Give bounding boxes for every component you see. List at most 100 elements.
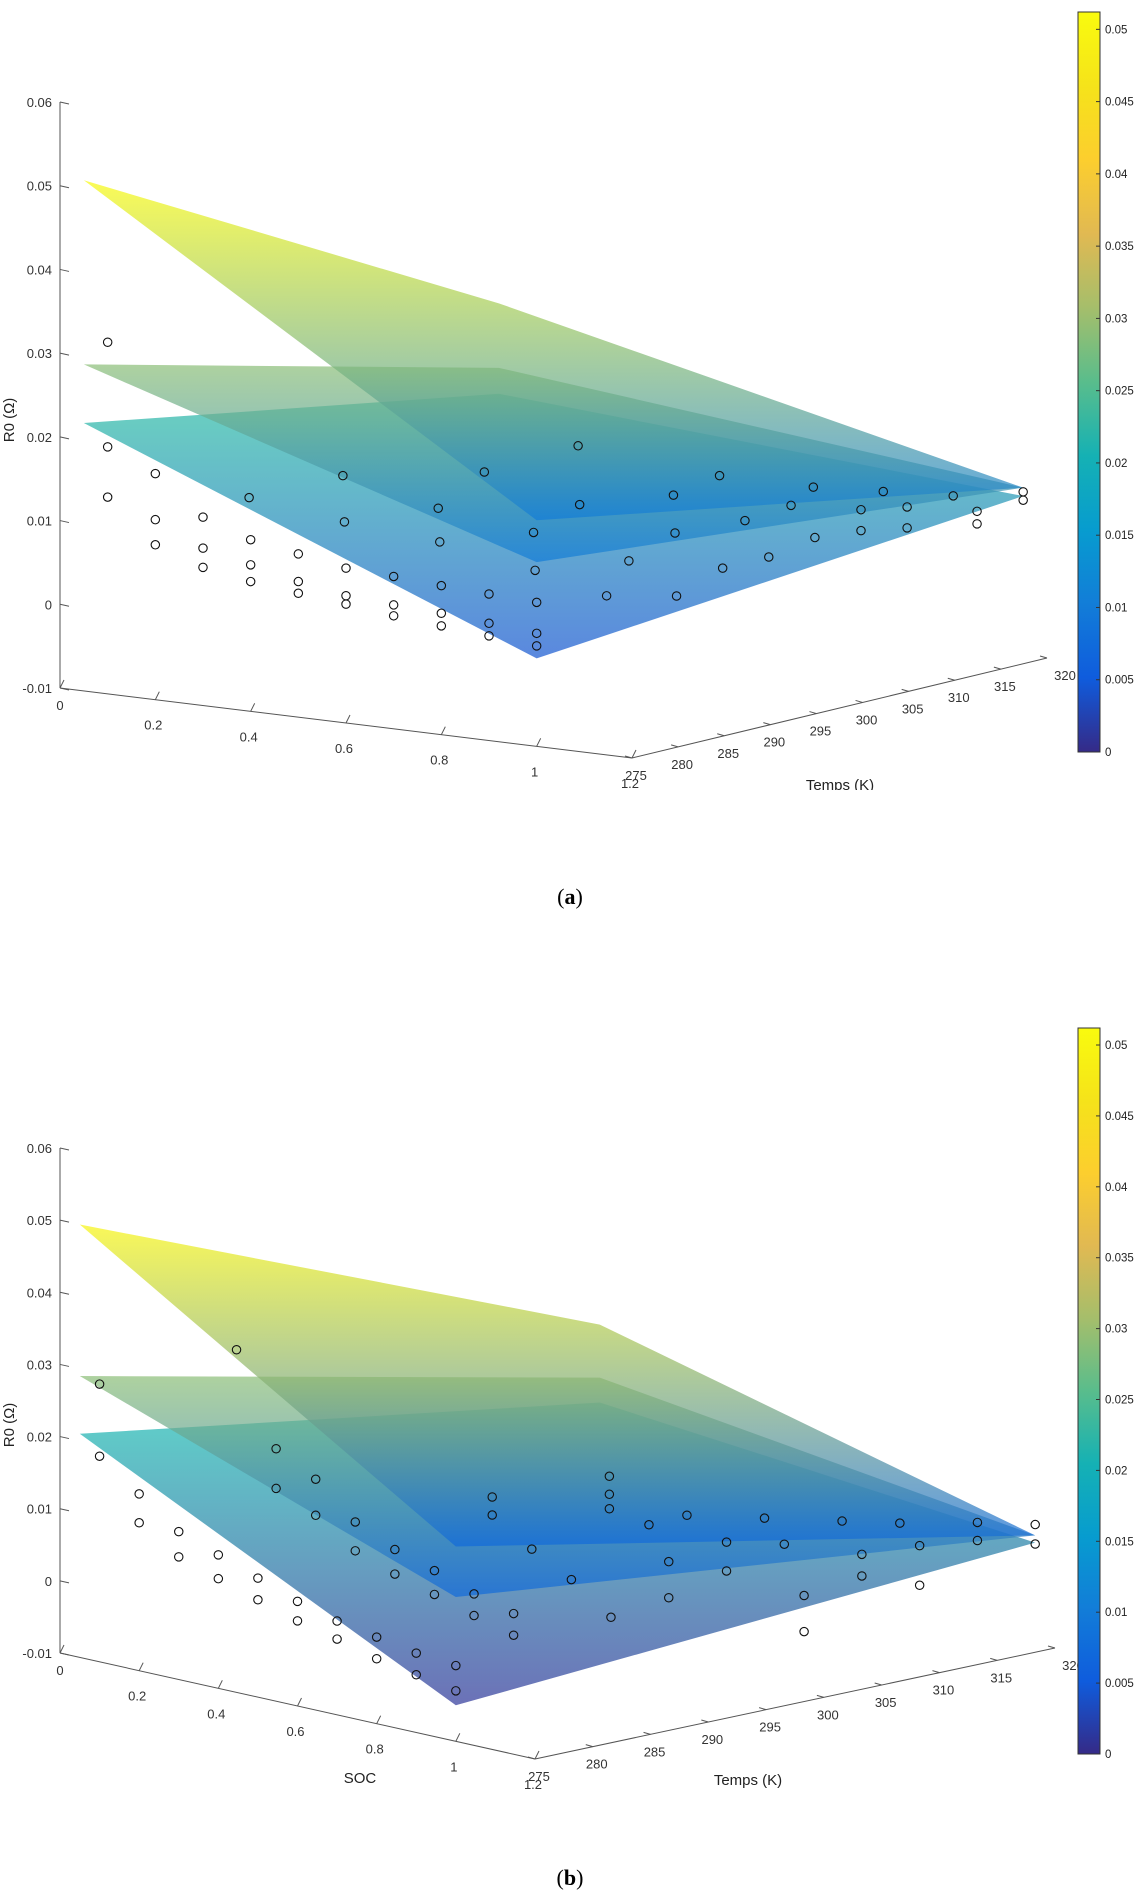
data-point	[895, 1518, 905, 1528]
soc-tick-mark	[376, 1715, 382, 1724]
soc-tick-label: 0.8	[430, 753, 448, 768]
data-point	[604, 1471, 615, 1482]
soc-tick-mark	[250, 703, 256, 712]
data-point	[484, 589, 494, 599]
soc-tick-mark	[455, 1733, 461, 1742]
temp-tick-mark	[816, 1694, 825, 1698]
soc-tick-mark	[217, 1680, 223, 1689]
data-point	[429, 1589, 440, 1600]
data-point	[134, 1489, 144, 1499]
r0-tick-label: 0.05	[27, 1213, 52, 1228]
data-point	[604, 1489, 615, 1500]
temp-axis-line	[534, 1647, 1056, 1760]
temp-tick-label: 310	[948, 690, 970, 705]
data-point	[1018, 495, 1028, 505]
data-point	[292, 1596, 303, 1607]
data-point	[902, 502, 912, 512]
soc-tick-label: 0	[56, 698, 63, 713]
data-point	[573, 441, 583, 451]
temp-tick-label: 285	[644, 1744, 666, 1759]
colorbar-tick-label: 0.035	[1105, 241, 1134, 253]
data-point	[390, 1569, 400, 1579]
r0-tick-mark	[59, 687, 70, 691]
r0-tick-mark	[59, 101, 70, 105]
data-point	[721, 1537, 732, 1547]
colorbar-tick-label: 0.015	[1105, 1536, 1134, 1548]
r0-tick-mark	[59, 1580, 70, 1584]
data-point	[856, 504, 866, 515]
soc-tick-label: 0.2	[144, 718, 162, 733]
temp-tick-label: 285	[717, 746, 739, 761]
temp-tick-label: 305	[875, 1695, 897, 1710]
data-point	[435, 537, 445, 547]
data-point	[198, 543, 208, 553]
data-point	[293, 576, 304, 587]
data-point	[624, 556, 634, 566]
data-point	[671, 591, 682, 601]
data-point	[150, 468, 161, 479]
data-point	[837, 1516, 847, 1526]
data-point	[972, 1535, 983, 1546]
temp-tick-mark	[624, 755, 633, 759]
data-point	[799, 1590, 809, 1601]
data-point	[390, 1544, 400, 1555]
data-point	[310, 1510, 321, 1521]
soc-tick-label: 1.2	[524, 1777, 542, 1790]
data-point	[310, 1474, 321, 1484]
soc-tick-label: 0.4	[240, 729, 258, 744]
r0-tick-mark	[59, 185, 70, 189]
r0-tick-mark	[59, 1652, 70, 1656]
colorbar-tick-label: 0.045	[1105, 97, 1134, 109]
r0-tick-mark	[59, 436, 70, 440]
data-point	[574, 499, 585, 510]
data-point	[721, 1566, 732, 1576]
data-point	[213, 1550, 224, 1560]
r0-tick-mark	[59, 1291, 70, 1295]
data-point	[764, 552, 774, 562]
temp-tick-mark	[855, 699, 863, 703]
data-point	[341, 591, 351, 601]
data-point	[527, 1544, 537, 1554]
r0-tick-mark	[59, 268, 70, 272]
r0-tick-label: -0.01	[22, 1646, 52, 1661]
temp-tick-mark	[932, 1670, 940, 1674]
data-point	[198, 512, 208, 522]
data-point	[451, 1686, 461, 1696]
data-point	[668, 490, 679, 500]
r0-tick-mark	[59, 603, 70, 607]
colorbar-tick-label: 0	[1105, 1749, 1111, 1761]
surface-surface-high	[79, 1224, 1036, 1547]
temp-tick-mark	[1039, 655, 1048, 659]
r0-tick-label: 0.03	[27, 346, 52, 361]
temp-tick-mark	[947, 677, 955, 681]
colorbar-tick-label: 0.02	[1105, 458, 1127, 470]
data-point	[1030, 1539, 1040, 1549]
chart-panel-a: 0 0.2 0.4 0.6 0.8 1 1.2 275 280 285 290 295 300 305 31…	[0, 0, 1140, 909]
data-point	[914, 1580, 925, 1591]
data-point	[174, 1552, 184, 1562]
data-point	[371, 1653, 382, 1664]
colorbar-tick-label: 0.015	[1105, 530, 1134, 542]
data-point	[902, 523, 912, 533]
caption-a: (a)	[557, 884, 583, 909]
data-point	[94, 1379, 105, 1389]
temp-tick-label: 275	[625, 768, 647, 783]
data-point	[244, 492, 254, 503]
r0-tick-label: 0.02	[27, 1430, 52, 1445]
data-point	[436, 608, 447, 619]
data-point	[601, 591, 612, 601]
temp-tick-mark	[809, 711, 817, 715]
r0-axis-label: R0 (Ω)	[1, 398, 18, 443]
soc-tick-label: 0.2	[128, 1689, 146, 1704]
data-point	[508, 1608, 519, 1619]
data-point	[972, 506, 982, 517]
data-point	[332, 1634, 342, 1644]
chart-panel-b: 0 0.2 0.4 0.6 0.8 1 1.2 275 280 285 290 295 300 305 31…	[0, 1000, 1140, 1890]
soc-tick-label: 0.6	[286, 1724, 304, 1739]
data-point	[213, 1573, 224, 1584]
soc-tick-mark	[297, 1697, 302, 1707]
data-point	[786, 500, 796, 511]
soc-tick-label: 0.8	[366, 1742, 384, 1757]
